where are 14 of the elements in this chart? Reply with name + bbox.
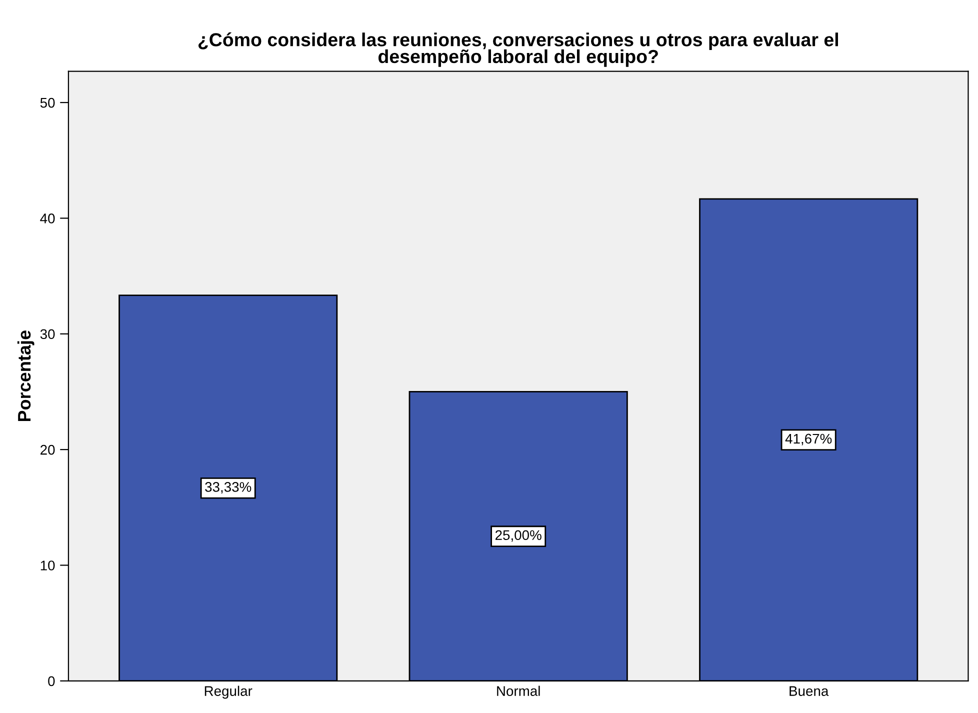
y-tick-label: 0 xyxy=(48,676,55,686)
y-tick-label: 20 xyxy=(40,444,55,455)
data-label: 41,67% xyxy=(785,434,832,446)
y-tick-label: 10 xyxy=(40,560,55,570)
y-tick-label: 50 xyxy=(40,98,55,108)
chart-title: ¿Cómo considera las reuniones, conversaciones u otros para evaluar el desempeño laboral del equipo? xyxy=(198,32,838,67)
y-tick-label: 40 xyxy=(40,214,55,224)
y-tick-label: 30 xyxy=(40,329,55,340)
x-tick-label: Buena xyxy=(790,686,829,696)
data-label: 25,00% xyxy=(495,530,542,542)
x-tick-label: Regular xyxy=(204,686,252,699)
data-label: 33,33% xyxy=(205,482,252,494)
y-axis-title: Porcentaje xyxy=(17,330,34,422)
x-tick-label: Normal xyxy=(497,686,540,696)
